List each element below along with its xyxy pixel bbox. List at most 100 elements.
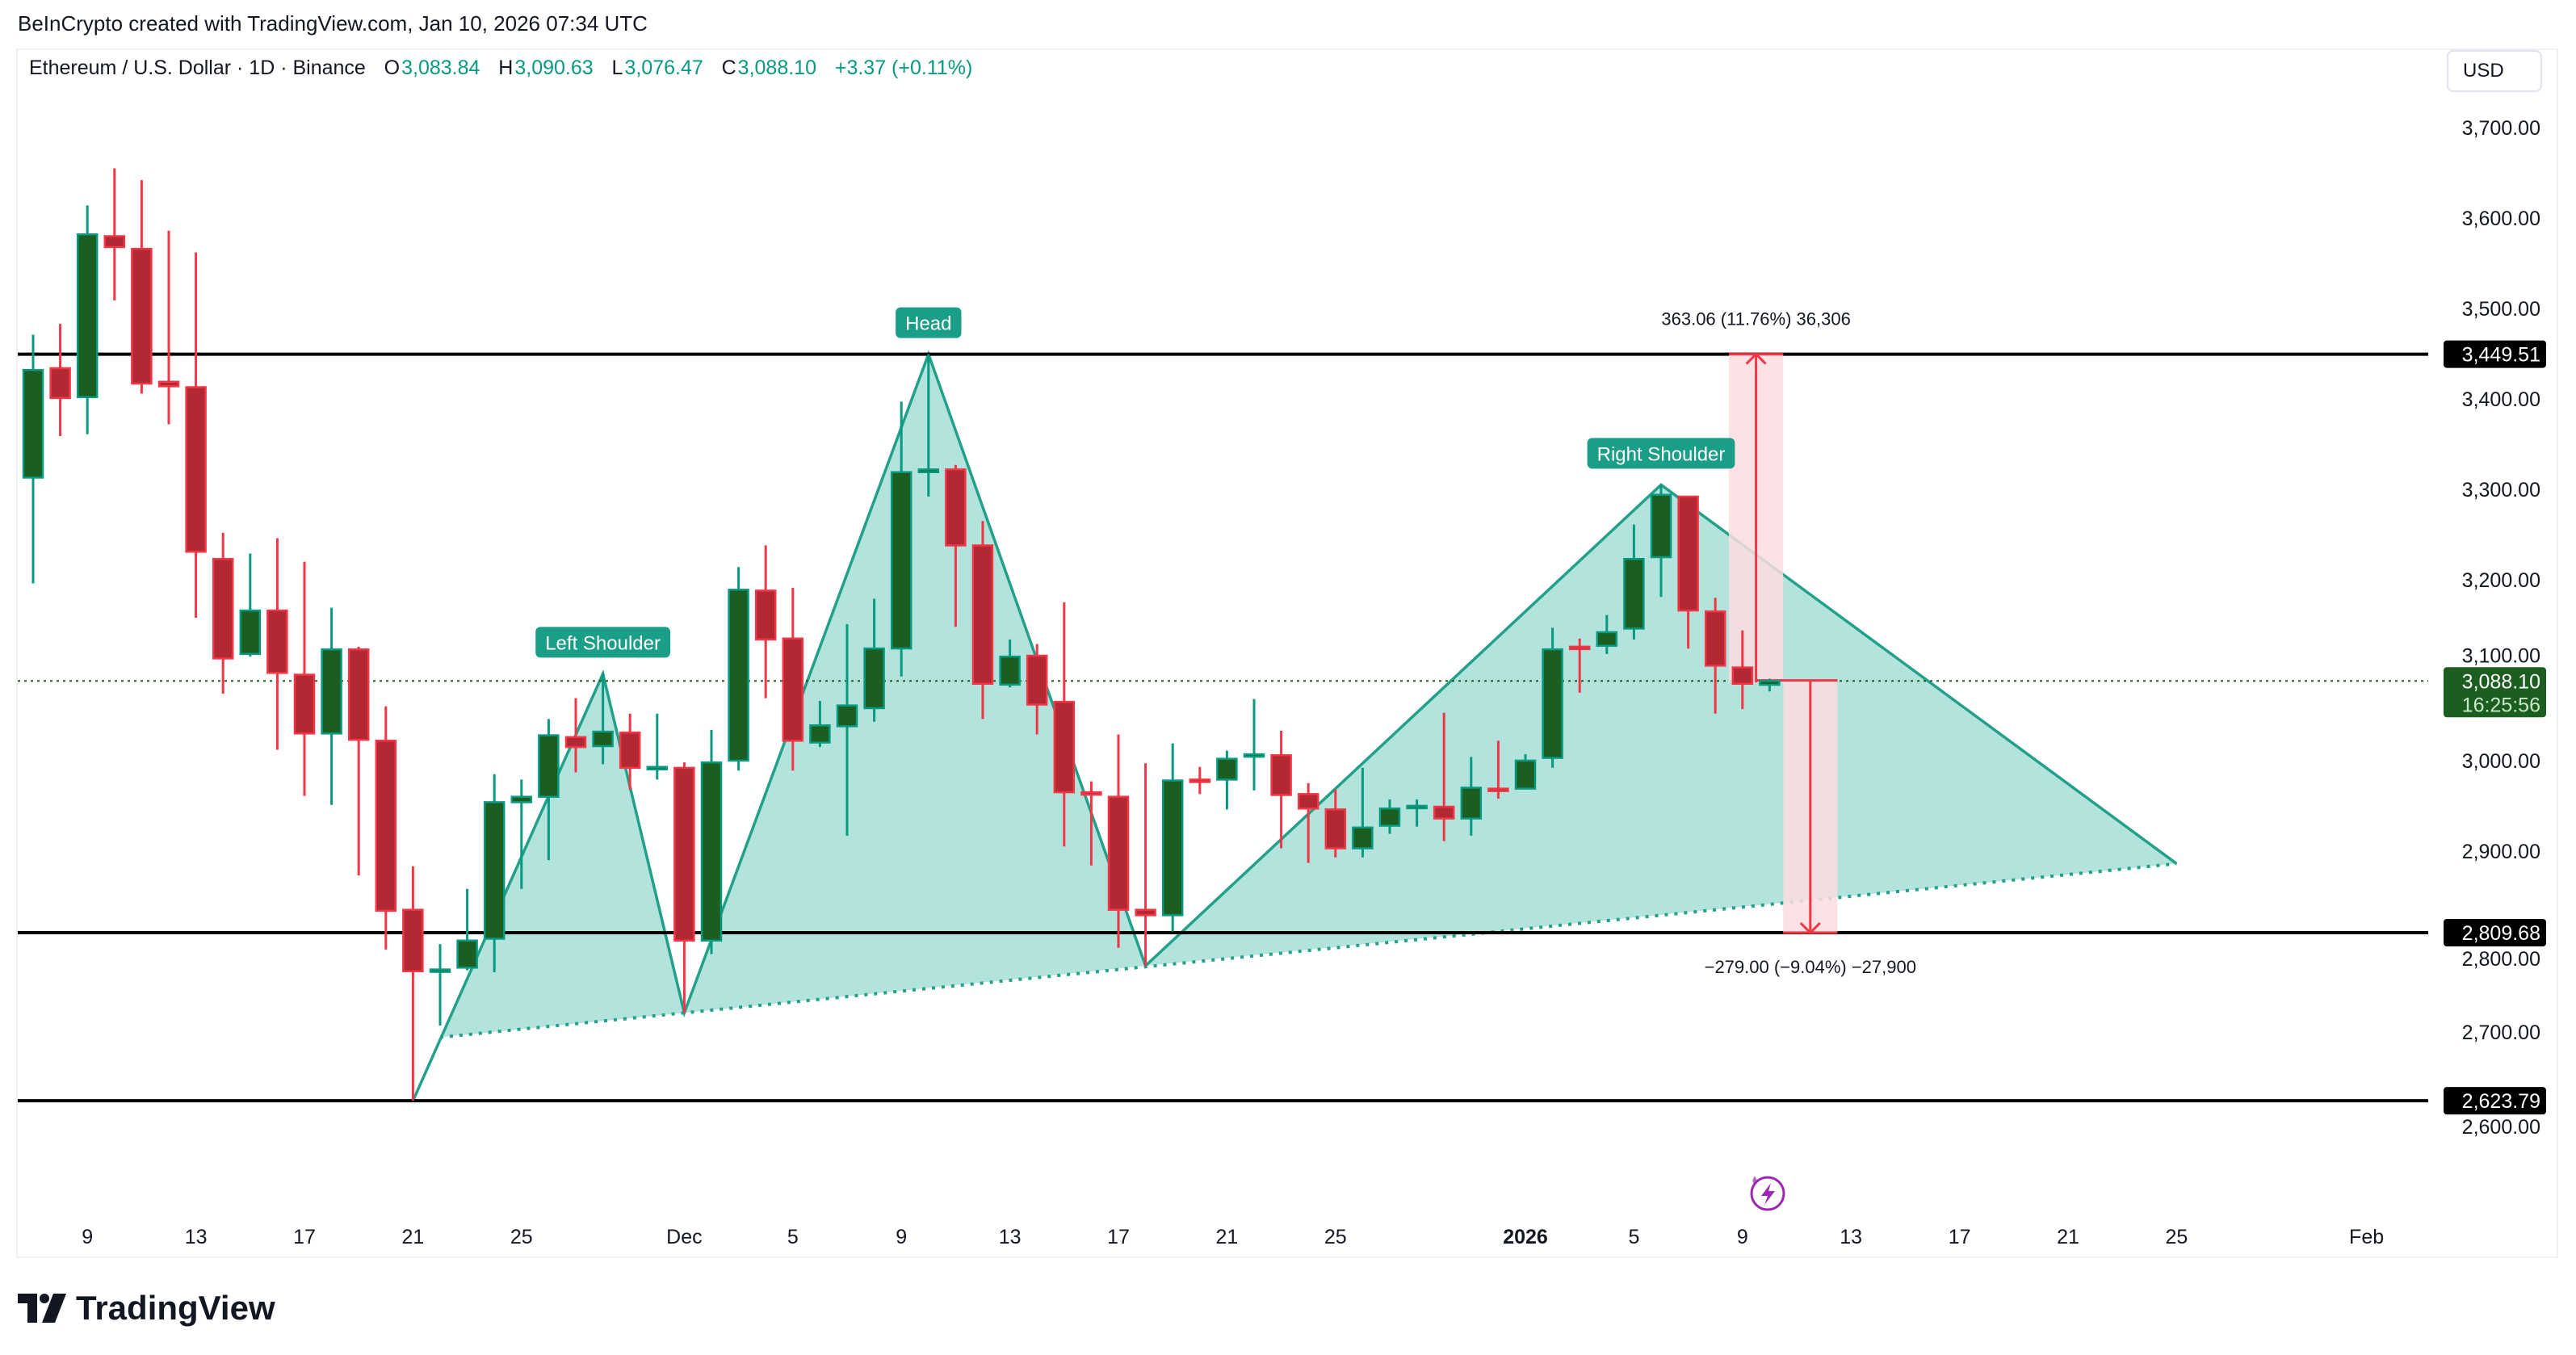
- candle-body: [1514, 759, 1537, 790]
- time-tick-label: 21: [401, 1226, 424, 1248]
- candle: [483, 774, 506, 972]
- candle-body: [1406, 804, 1428, 810]
- time-tick-label: 21: [2057, 1226, 2079, 1248]
- head-and-shoulders-pattern: [411, 350, 2178, 1101]
- last-price-badge: [2444, 667, 2546, 718]
- bar-countdown-text: 16:25:56: [2462, 694, 2540, 716]
- symbol-title[interactable]: Ethereum / U.S. Dollar · 1D · Binance: [29, 57, 366, 79]
- candle: [1080, 781, 1102, 866]
- time-tick-label: 13: [185, 1226, 208, 1248]
- candle-body: [76, 233, 99, 399]
- price-range-measures: [1729, 352, 1838, 935]
- candle-body: [1243, 753, 1265, 758]
- candle-body: [49, 367, 71, 400]
- time-axis[interactable]: 9 13 17 21 25 Dec 5 9 13 17 21 25 2026 5 9 13 17 21 25 Feb: [82, 1226, 2384, 1248]
- candle-body: [1270, 753, 1292, 796]
- price-level-badge-text: 2,809.68: [2462, 922, 2540, 945]
- candle: [185, 252, 207, 619]
- alert-lightning-icon[interactable]: [1750, 1176, 1785, 1211]
- candle: [673, 762, 695, 1013]
- candle: [1216, 750, 1238, 810]
- candle: [728, 567, 749, 771]
- price-tick-label: 2,800.00: [2462, 948, 2540, 971]
- candle-body: [347, 648, 370, 741]
- measure-arrowhead-icon: [1799, 921, 1821, 935]
- candle: [429, 944, 451, 1026]
- candle: [538, 719, 560, 861]
- time-tick-label: 9: [896, 1226, 907, 1248]
- low-label: L: [611, 57, 623, 79]
- candle-body: [375, 740, 397, 912]
- close-label: C: [721, 57, 736, 79]
- candle-body: [456, 939, 478, 969]
- candle: [1650, 485, 1672, 598]
- candle: [1623, 524, 1645, 640]
- candle-body: [863, 647, 885, 710]
- candle: [945, 464, 967, 627]
- candle-body: [1650, 493, 1672, 559]
- price-tick-label: 2,600.00: [2462, 1116, 2540, 1139]
- price-axis[interactable]: 3,700.00 3,600.00 3,500.00 3,400.00 3,300.00…: [2444, 117, 2546, 1139]
- candle-body: [185, 386, 207, 553]
- candle: [1596, 615, 1618, 654]
- candle: [1161, 743, 1184, 932]
- time-tick-label: Feb: [2349, 1226, 2384, 1248]
- candle: [619, 713, 641, 790]
- candle: [49, 324, 71, 436]
- measure-arrowhead-icon: [1745, 352, 1767, 365]
- price-level-badge-text: 3,449.51: [2462, 344, 2540, 367]
- label-background: [896, 307, 962, 338]
- candle: [1542, 627, 1563, 768]
- candle-body: [266, 609, 288, 674]
- currency-button[interactable]: USD: [2447, 50, 2542, 92]
- open-value: 3,083.84: [401, 57, 480, 79]
- candle: [1514, 754, 1537, 790]
- candle: [592, 673, 614, 765]
- candle-body: [564, 736, 587, 749]
- candle: [22, 334, 44, 584]
- candle: [103, 168, 126, 300]
- tradingview-logo[interactable]: TradingView: [18, 1289, 275, 1328]
- candle: [1026, 644, 1048, 735]
- candle-body: [1216, 757, 1238, 781]
- neckline-dotted: [439, 862, 2177, 1039]
- candle: [510, 779, 533, 889]
- symbol-legend: Ethereum / U.S. Dollar · 1D · Binance O3…: [29, 57, 974, 80]
- candles: [22, 168, 1781, 1101]
- low-value: 3,076.47: [624, 57, 703, 79]
- right-shoulder-label-text: Right Shoulder: [1597, 443, 1726, 465]
- time-tick-label: 17: [293, 1226, 316, 1248]
- right-shoulder-label: Right Shoulder: [1587, 438, 1735, 469]
- candle: [917, 354, 940, 497]
- time-tick-label: 21: [1215, 1226, 1238, 1248]
- label-background: [1587, 438, 1735, 469]
- price-level-badge: [2444, 919, 2546, 947]
- price-tick-label: 3,000.00: [2462, 750, 2540, 773]
- head-label-text: Head: [905, 313, 951, 335]
- price-tick-label: 3,500.00: [2462, 298, 2540, 321]
- candle-body: [754, 589, 777, 641]
- candle-body: [483, 801, 506, 940]
- candle-body: [510, 795, 533, 803]
- price-tick-label: 3,600.00: [2462, 208, 2540, 230]
- candle-body: [1568, 645, 1591, 651]
- measure-label: 363.06 (11.76%) 36,306: [1661, 309, 1850, 329]
- candle: [564, 698, 587, 773]
- candle: [1135, 763, 1156, 967]
- right-shoulder-fill: [1145, 485, 2177, 967]
- candle: [1324, 789, 1347, 858]
- price-tick-label: 2,700.00: [2462, 1021, 2540, 1044]
- candle: [646, 713, 669, 780]
- price-level-badge: [2444, 340, 2546, 368]
- candle: [809, 701, 831, 748]
- candle-body: [917, 468, 940, 473]
- candle-body: [1759, 680, 1781, 686]
- candle: [1297, 782, 1319, 863]
- close-value: 3,088.10: [737, 57, 816, 79]
- candle-body: [1107, 795, 1130, 911]
- candle: [131, 180, 153, 394]
- candle: [1433, 712, 1455, 841]
- candle: [1107, 734, 1130, 948]
- candle-body: [212, 557, 234, 660]
